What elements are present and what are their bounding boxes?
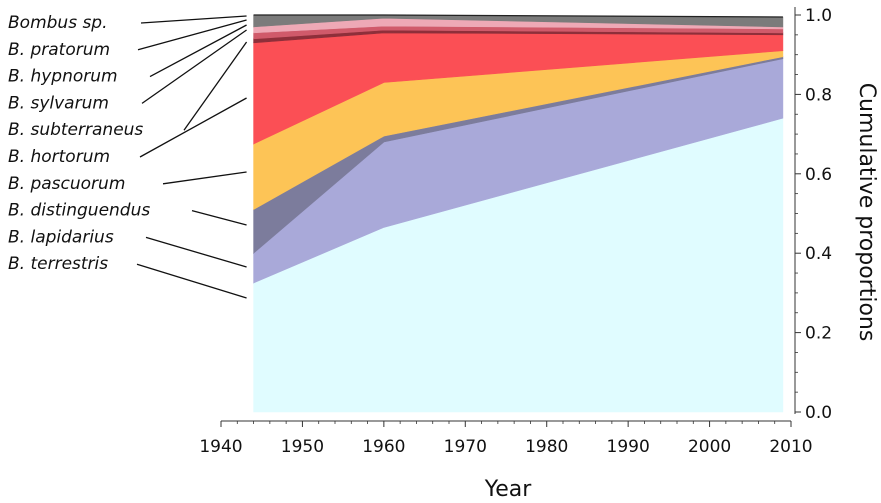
x-tick-label: 2000 xyxy=(688,437,731,457)
x-tick-label: 2010 xyxy=(769,437,812,457)
x-tick-label: 1940 xyxy=(199,437,242,457)
x-tick-label: 1970 xyxy=(444,437,487,457)
legend-leader-b-distinguendus xyxy=(191,209,247,226)
legend-label-b-terrestris: B. terrestris xyxy=(8,254,108,274)
legend-label-b-distinguendus: B. distinguendus xyxy=(8,201,150,221)
legend-leader-b-lapidarius xyxy=(145,236,247,268)
legend-label-b-sylvarum: B. sylvarum xyxy=(8,93,109,113)
legend-label-b-pascuorum: B. pascuorum xyxy=(8,174,125,194)
legend-label-b-subterraneus: B. subterraneus xyxy=(8,120,143,140)
legend-leader-b-terrestris xyxy=(136,263,247,299)
x-axis: 1940 1950 1960 1970 1980 1990 2000 2010 xyxy=(199,420,813,457)
area-layers xyxy=(253,14,784,413)
legend: Bombus sp. B. pratorum B. hypnorum B. sylva… xyxy=(8,13,248,299)
y-tick-label: 0.4 xyxy=(805,244,832,264)
legend-leader-b-hypnorum xyxy=(149,24,247,78)
legend-leader-b-subterraneus xyxy=(183,41,248,131)
y-tick-label: 0.2 xyxy=(805,324,832,344)
y-tick-label: 0.8 xyxy=(805,85,832,105)
x-tick-label: 1960 xyxy=(362,437,405,457)
legend-label-b-pratorum: B. pratorum xyxy=(8,40,110,60)
legend-label-bombus-sp: Bombus sp. xyxy=(8,13,108,33)
legend-leader-b-hortorum xyxy=(139,97,247,158)
legend-leader-bombus-sp xyxy=(140,15,247,24)
y-axis-label: Cumulative proportions xyxy=(854,83,879,342)
x-tick-label: 1950 xyxy=(281,437,324,457)
y-tick-label: 1.0 xyxy=(805,6,832,26)
y-axis: 0.0 0.2 0.4 0.6 0.8 1.0 xyxy=(794,6,832,423)
x-tick-label: 1990 xyxy=(607,437,650,457)
legend-label-b-lapidarius: B. lapidarius xyxy=(8,227,114,247)
y-tick-label: 0.0 xyxy=(805,403,832,423)
legend-label-b-hypnorum: B. hypnorum xyxy=(8,67,118,87)
legend-leader-b-pascuorum xyxy=(162,171,247,185)
legend-label-b-hortorum: B. hortorum xyxy=(8,147,110,167)
area-top-line xyxy=(253,14,783,18)
y-tick-label: 0.6 xyxy=(805,165,832,185)
top-outline xyxy=(253,14,783,18)
legend-leader-b-sylvarum xyxy=(141,29,247,104)
x-axis-label: Year xyxy=(484,477,533,502)
x-tick-label: 1980 xyxy=(525,437,568,457)
legend-leader-b-pratorum xyxy=(137,19,247,51)
